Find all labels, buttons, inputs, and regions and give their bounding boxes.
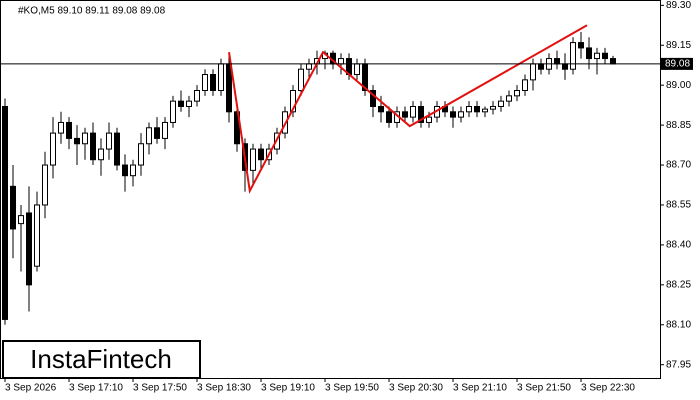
candle-body bbox=[202, 74, 208, 92]
candle-body bbox=[82, 132, 88, 145]
candle-body bbox=[514, 90, 520, 97]
chart-header: #KO,M5 89.10 89.11 89.08 89.08 bbox=[18, 6, 166, 17]
pattern-line bbox=[228, 24, 588, 195]
candle-body bbox=[418, 105, 424, 123]
candle-body bbox=[210, 74, 216, 92]
price-label: 89.08 bbox=[665, 59, 690, 70]
candle-body bbox=[226, 63, 232, 113]
logo-box bbox=[2, 340, 201, 379]
x-tick-label: 3 Sep 2026 bbox=[5, 383, 57, 394]
candle-body bbox=[18, 215, 24, 225]
candle-body bbox=[522, 79, 528, 92]
candle-body bbox=[586, 47, 592, 60]
x-tick-label: 3 Sep 21:10 bbox=[453, 383, 507, 394]
candle-body bbox=[218, 63, 224, 92]
candle-body bbox=[498, 100, 504, 107]
candle-body bbox=[474, 105, 480, 113]
y-tick-label: 89.15 bbox=[666, 40, 691, 51]
x-tick-label: 3 Sep 22:30 bbox=[581, 383, 635, 394]
candle-body bbox=[426, 116, 432, 123]
candle-body bbox=[538, 63, 544, 70]
candle-body bbox=[10, 185, 16, 230]
candle-body bbox=[162, 121, 168, 139]
candle-body bbox=[74, 137, 80, 145]
candle-body bbox=[58, 121, 64, 134]
candle-body bbox=[458, 111, 464, 118]
candle-body bbox=[506, 95, 512, 102]
x-tick-label: 3 Sep 17:50 bbox=[133, 383, 187, 394]
candle-body bbox=[554, 58, 560, 65]
x-tick-label: 3 Sep 17:10 bbox=[69, 383, 123, 394]
candle-body bbox=[290, 90, 296, 113]
candle-body bbox=[570, 42, 576, 70]
candle-body bbox=[450, 111, 456, 118]
x-tick-label: 3 Sep 19:50 bbox=[325, 383, 379, 394]
candle-body bbox=[98, 148, 104, 161]
candle-body bbox=[370, 90, 376, 107]
y-tick-label: 89.30 bbox=[666, 0, 691, 11]
candle-body bbox=[186, 100, 192, 107]
candle-body bbox=[578, 42, 584, 49]
candle-body bbox=[154, 127, 160, 139]
candle-body bbox=[410, 105, 416, 118]
candle-body bbox=[482, 108, 488, 113]
candle-body bbox=[602, 52, 608, 60]
y-tick-label: 88.55 bbox=[666, 200, 691, 211]
candle-body bbox=[562, 63, 568, 70]
y-tick-label: 88.40 bbox=[666, 240, 691, 251]
candle-body bbox=[306, 63, 312, 70]
candle-body bbox=[610, 58, 616, 65]
y-tick-label: 89.00 bbox=[666, 80, 691, 91]
y-tick-label: 87.95 bbox=[666, 359, 691, 370]
candle-body bbox=[594, 52, 600, 60]
candle-body bbox=[194, 90, 200, 102]
y-tick-label: 88.10 bbox=[666, 319, 691, 330]
candle-body bbox=[138, 143, 144, 166]
candle-body bbox=[106, 132, 112, 150]
x-tick-label: 3 Sep 18:30 bbox=[197, 383, 251, 394]
candle-body bbox=[2, 105, 8, 320]
x-tick-label: 3 Sep 19:10 bbox=[261, 383, 315, 394]
candle-body bbox=[178, 100, 184, 107]
candle-body bbox=[122, 164, 128, 177]
candle-body bbox=[26, 212, 32, 286]
price-label-box bbox=[661, 57, 693, 70]
candle-body bbox=[386, 111, 392, 123]
y-tick-label: 88.25 bbox=[666, 279, 691, 290]
candle-body bbox=[130, 164, 136, 177]
candle-body bbox=[378, 105, 384, 113]
candle-body bbox=[250, 148, 256, 171]
candle-body bbox=[354, 63, 360, 76]
candle-body bbox=[34, 204, 40, 267]
candle-body bbox=[258, 148, 264, 161]
candle-body bbox=[50, 132, 56, 166]
candle-body bbox=[90, 132, 96, 161]
x-tick-label: 3 Sep 20:30 bbox=[389, 383, 443, 394]
y-tick-label: 88.85 bbox=[666, 120, 691, 131]
candle-body bbox=[338, 58, 344, 65]
logo: InstaFintech bbox=[30, 344, 172, 374]
candle-body bbox=[530, 63, 536, 81]
candle-body bbox=[402, 111, 408, 118]
candle-body bbox=[42, 164, 48, 206]
candle-body bbox=[114, 132, 120, 166]
candle-body bbox=[146, 127, 152, 145]
candle-body bbox=[298, 68, 304, 92]
y-tick-label: 88.70 bbox=[666, 160, 691, 171]
candle-body bbox=[490, 105, 496, 110]
candle-body bbox=[170, 100, 176, 123]
x-tick-label: 3 Sep 21:50 bbox=[517, 383, 571, 394]
candle-body bbox=[66, 121, 72, 139]
candle-body bbox=[466, 105, 472, 113]
